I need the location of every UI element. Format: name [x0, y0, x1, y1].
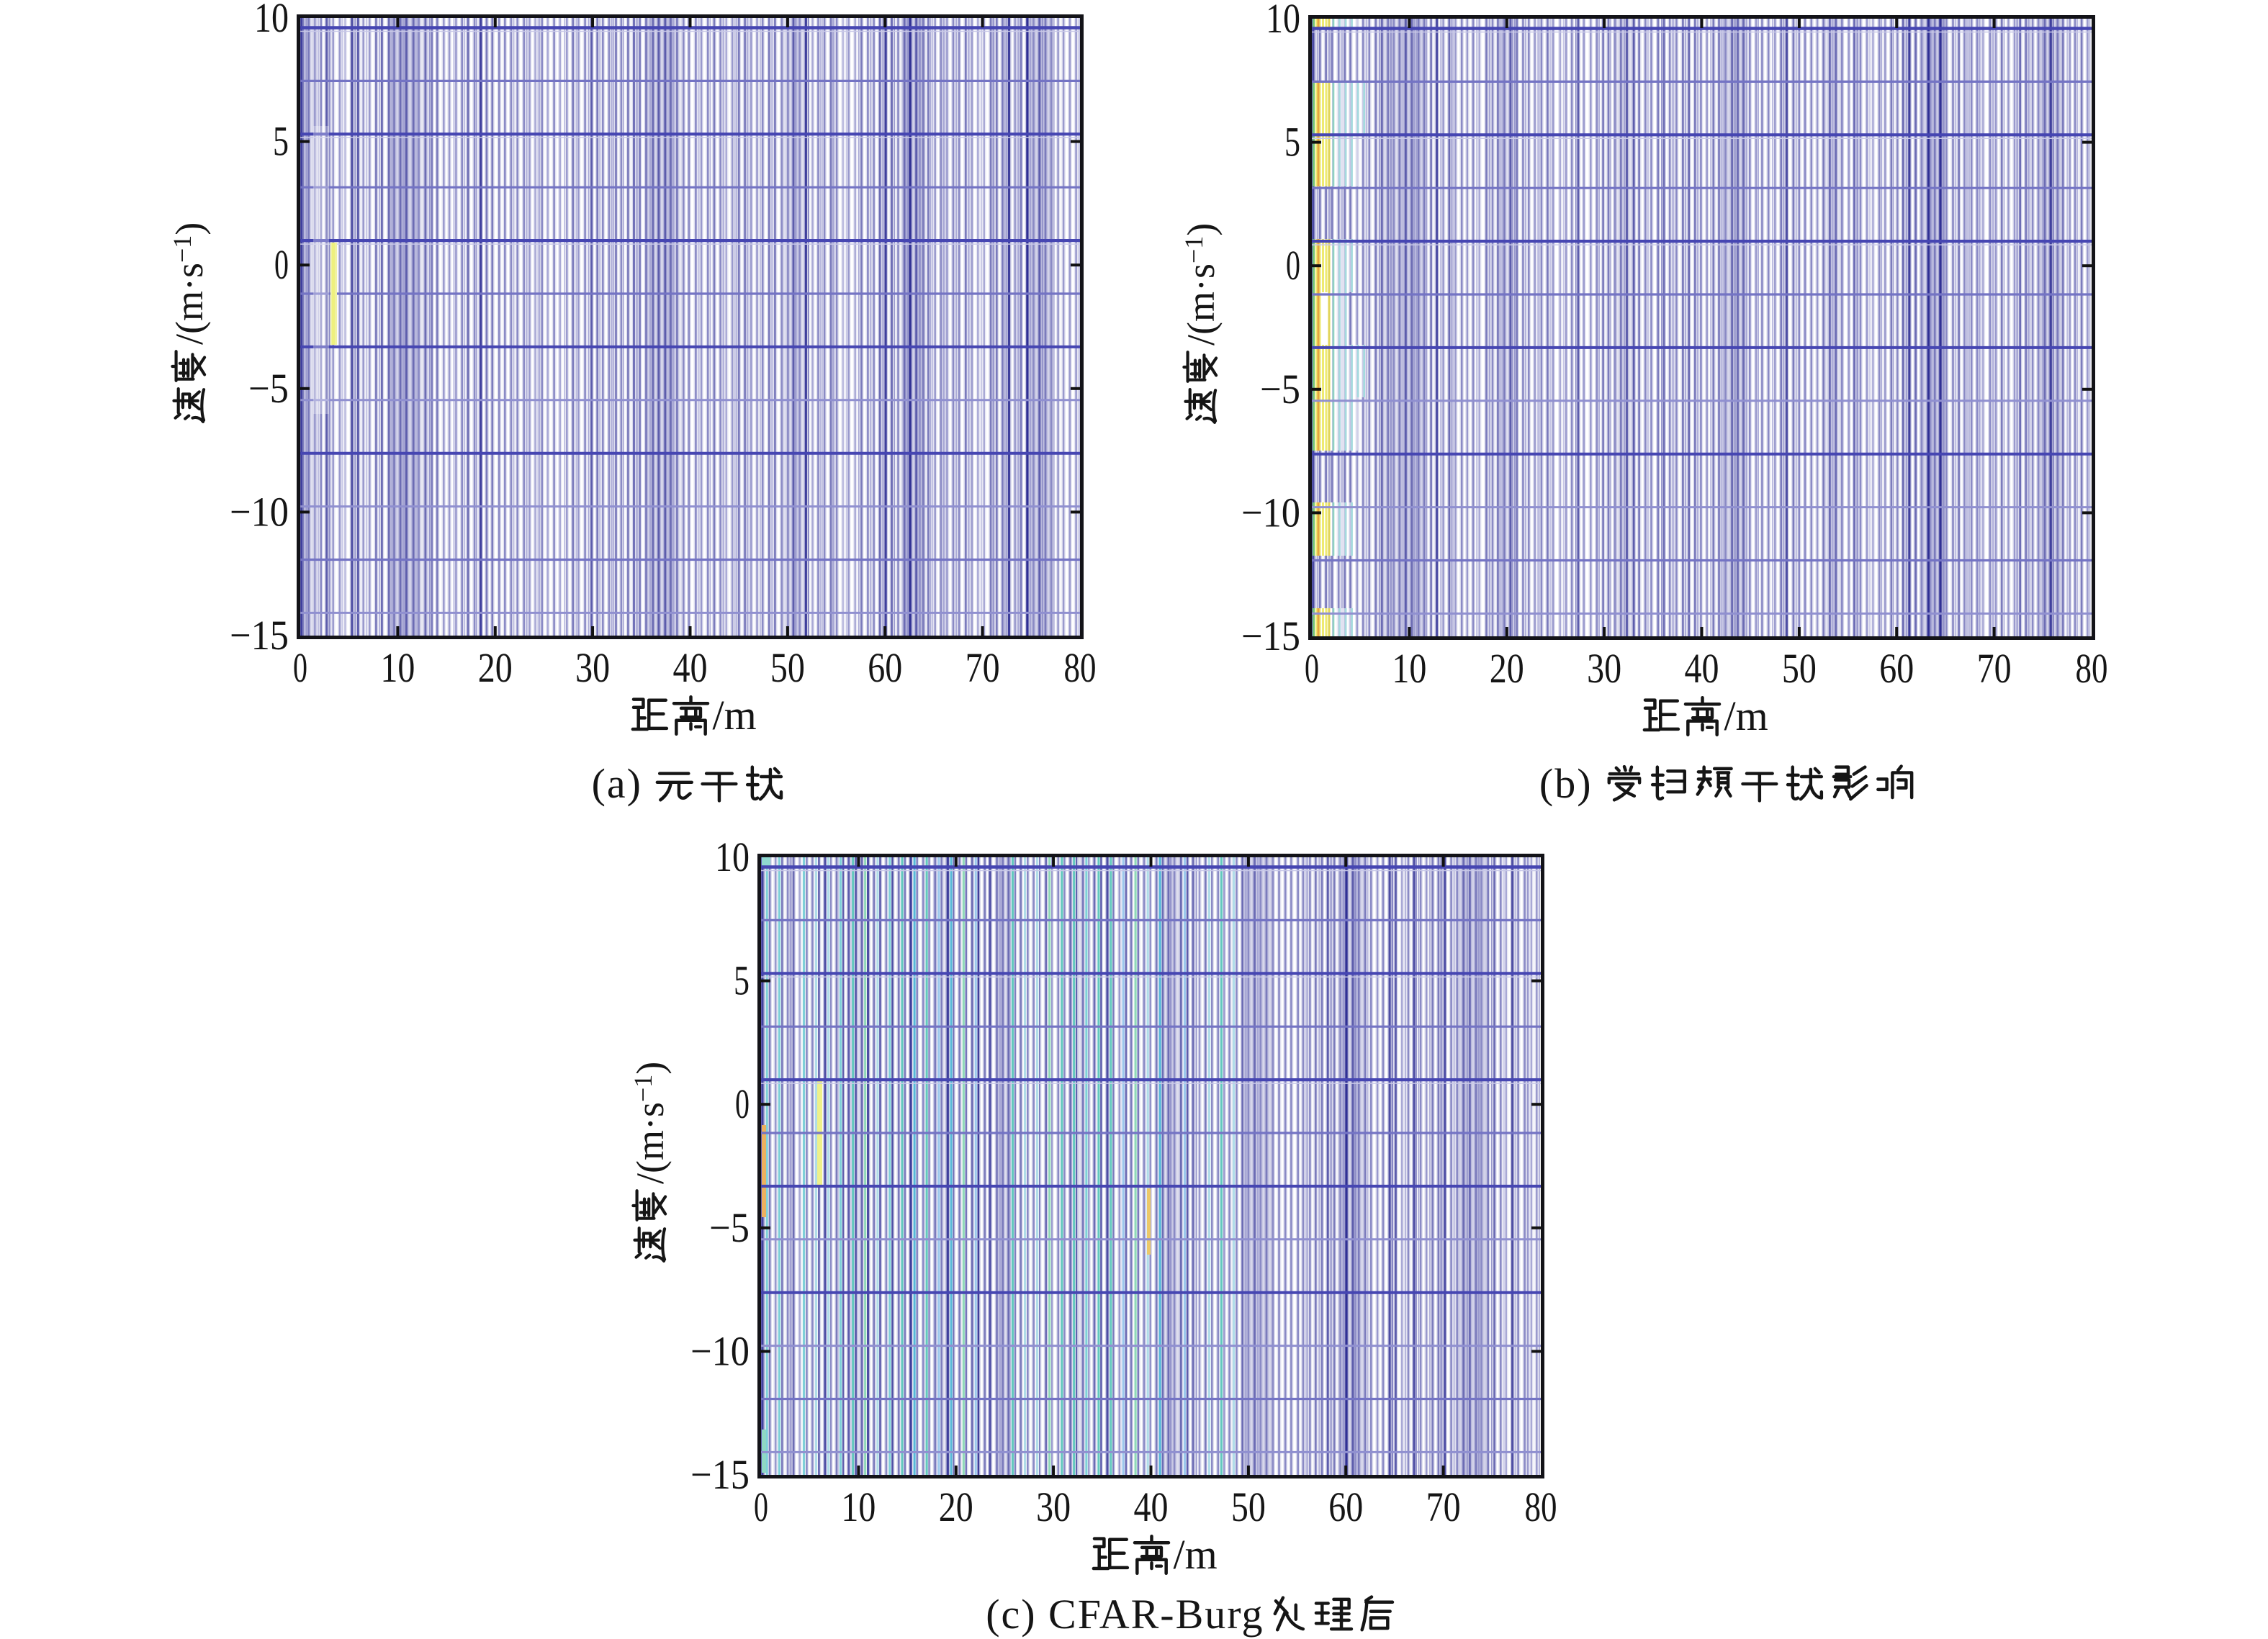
svg-text:80: 80 [2076, 645, 2108, 692]
svg-text:50: 50 [770, 644, 805, 691]
svg-text:−15: −15 [230, 612, 289, 659]
svg-text:60: 60 [868, 644, 902, 691]
svg-text:40: 40 [1685, 645, 1719, 692]
svg-text:70: 70 [1426, 1484, 1461, 1530]
svg-text:10: 10 [1266, 0, 1300, 42]
svg-text:70: 70 [1977, 645, 2012, 692]
svg-text:0: 0 [735, 1080, 750, 1127]
svg-text:0: 0 [274, 241, 289, 288]
svg-text:−5: −5 [248, 365, 289, 412]
svg-text:50: 50 [1231, 1484, 1266, 1530]
svg-text:0: 0 [754, 1484, 768, 1530]
svg-text:−5: −5 [1260, 366, 1300, 412]
svg-text:0: 0 [1286, 242, 1300, 289]
svg-text:−10: −10 [690, 1327, 750, 1374]
svg-text:70: 70 [966, 644, 1000, 691]
svg-text:80: 80 [1525, 1484, 1557, 1530]
svg-text:10: 10 [380, 644, 415, 691]
svg-text:(a): (a) [592, 760, 642, 807]
svg-text:10: 10 [841, 1484, 876, 1530]
svg-text:0: 0 [293, 644, 307, 691]
svg-text:30: 30 [575, 644, 610, 691]
svg-text:0: 0 [1305, 645, 1319, 692]
svg-text:30: 30 [1036, 1484, 1071, 1530]
svg-text:20: 20 [939, 1484, 973, 1530]
svg-text:/m: /m [1174, 1531, 1218, 1578]
svg-text:/m: /m [713, 692, 757, 739]
svg-text:5: 5 [273, 118, 289, 165]
svg-text:20: 20 [1490, 645, 1524, 692]
svg-text:5: 5 [734, 957, 750, 1004]
svg-text:80: 80 [1064, 644, 1097, 691]
svg-text:5: 5 [1284, 119, 1300, 166]
svg-text:/(m·s−1): /(m·s−1) [1179, 223, 1223, 346]
svg-text:(c) CFAR-Burg: (c) CFAR-Burg [986, 1591, 1264, 1638]
svg-text:50: 50 [1782, 645, 1817, 692]
svg-text:/m: /m [1724, 692, 1768, 739]
svg-text:10: 10 [715, 834, 750, 880]
svg-text:60: 60 [1879, 645, 1914, 692]
svg-text:30: 30 [1587, 645, 1621, 692]
svg-text:10: 10 [1392, 645, 1426, 692]
svg-text:−15: −15 [690, 1451, 750, 1498]
svg-text:60: 60 [1328, 1484, 1363, 1530]
svg-text:20: 20 [478, 644, 513, 691]
svg-text:−5: −5 [709, 1204, 750, 1251]
svg-text:−15: −15 [1241, 613, 1300, 659]
svg-text:40: 40 [673, 644, 708, 691]
svg-text:(b): (b) [1539, 760, 1593, 807]
svg-text:−10: −10 [1241, 489, 1300, 536]
svg-text:−10: −10 [230, 488, 289, 535]
svg-text:10: 10 [254, 0, 289, 41]
svg-text:40: 40 [1134, 1484, 1169, 1530]
